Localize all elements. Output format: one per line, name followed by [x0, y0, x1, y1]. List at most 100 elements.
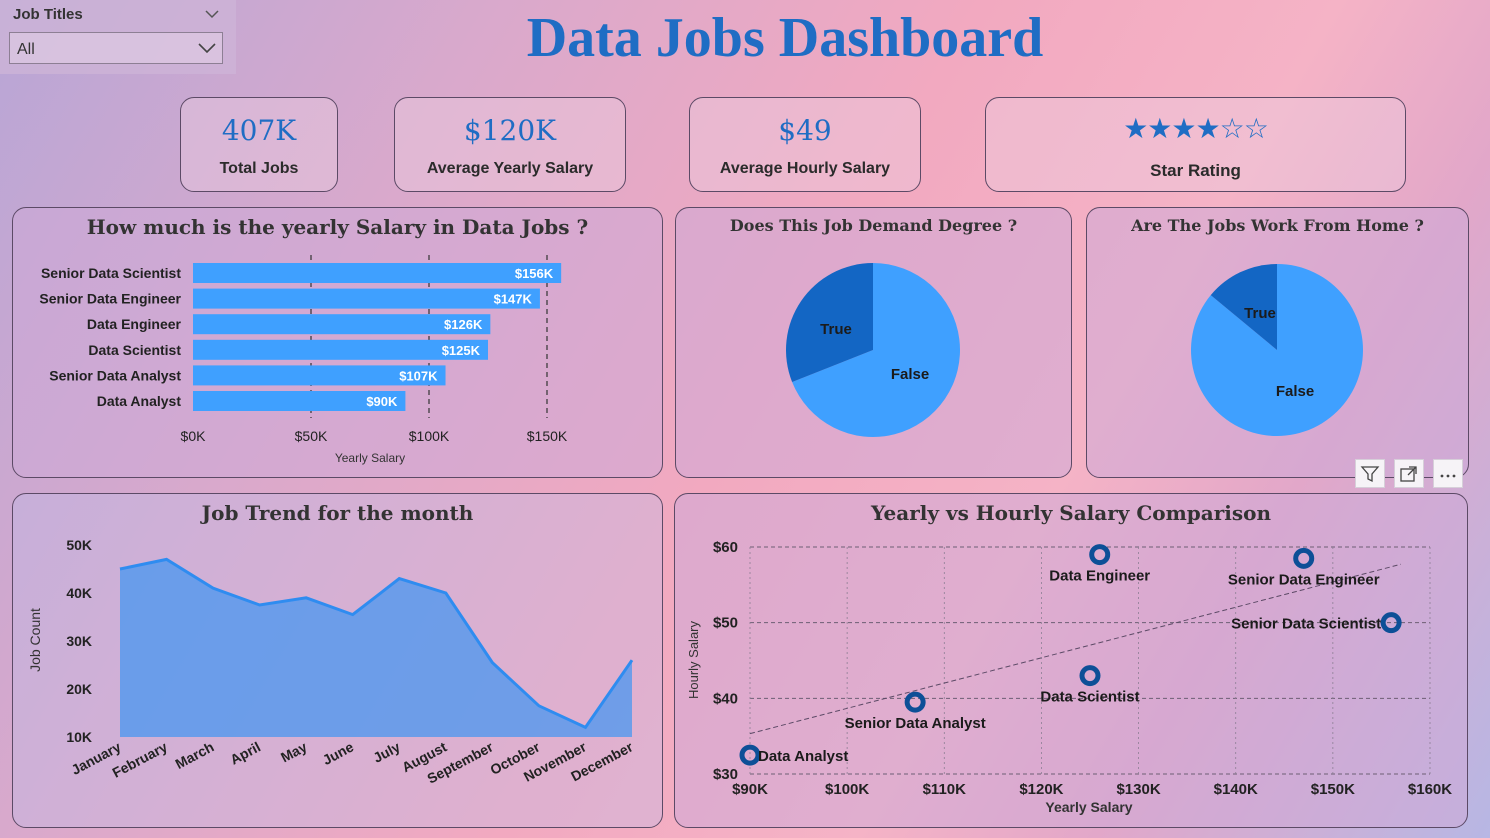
data-label: $90K [366, 394, 398, 409]
scatter-point [739, 744, 761, 766]
slice-label: False [891, 366, 929, 383]
point-label: Senior Data Scientist [1231, 616, 1381, 633]
chart-title: Job Trend for the month [201, 501, 474, 525]
month-label: July [370, 738, 402, 765]
category-label: Senior Data Engineer [39, 291, 181, 307]
chart-title: Are The Jobs Work From Home ? [1131, 216, 1424, 235]
scatter-point [904, 691, 926, 713]
filter-icon [1360, 465, 1380, 482]
category-label: Data Scientist [88, 342, 181, 358]
month-label: May [278, 738, 310, 765]
kpi-value: 407K [221, 114, 297, 147]
category-label: Data Analyst [97, 393, 182, 409]
category-label: Senior Data Scientist [41, 265, 181, 281]
data-label: $126K [444, 317, 483, 332]
area-fill [120, 559, 632, 737]
tick-label: $120K [1019, 781, 1063, 798]
tick-label: 40K [66, 585, 92, 601]
series-line [119, 557, 634, 730]
tick-label: $150K [527, 428, 568, 444]
point-label: Senior Data Analyst [845, 715, 986, 732]
kpi-label: Average Yearly Salary [426, 160, 594, 177]
bar [193, 391, 406, 411]
x-axis-label: Yearly Salary [335, 451, 405, 465]
star-rating-icon: ★★★★☆☆ [1123, 112, 1269, 145]
month-label: June [320, 738, 357, 768]
bar [193, 365, 446, 386]
salary-comparison-scatter-panel: Yearly vs Hourly Salary Comparison $30 $4… [674, 493, 1468, 828]
filter-button[interactable] [1355, 459, 1385, 488]
pie-chart: True False [786, 263, 960, 437]
kpi-value: $120K [463, 114, 557, 147]
tick-label: $140K [1214, 781, 1258, 798]
kpi-label: Average Hourly Salary [719, 160, 891, 177]
category-label: Data Engineer [87, 316, 182, 332]
chart-title: Yearly vs Hourly Salary Comparison [871, 501, 1271, 525]
data-label: $107K [399, 368, 438, 383]
tick-label: $90K [732, 781, 768, 798]
x-axis-label: Yearly Salary [1045, 799, 1132, 815]
pie-chart: True False [1191, 264, 1363, 436]
scatter-point [1380, 612, 1402, 634]
kpi-value: $49 [778, 114, 832, 147]
y-axis-label: Hourly Salary [686, 620, 701, 699]
tick-label: $30 [713, 766, 738, 783]
focus-mode-button[interactable] [1394, 459, 1424, 488]
kpi-average-yearly-salary: $120K Average Yearly Salary [394, 97, 626, 192]
kpi-label: Star Rating [1150, 161, 1241, 180]
bar [193, 339, 488, 360]
tick-label: 10K [66, 729, 92, 745]
tick-label: $160K [1408, 781, 1452, 798]
chart-title: How much is the yearly Salary in Data Jo… [86, 215, 589, 239]
slice-label: True [1244, 305, 1276, 322]
trendline [749, 563, 1401, 735]
kpi-total-jobs: 407K Total Jobs [180, 97, 338, 192]
category-label: Senior Data Analyst [49, 367, 181, 383]
chevron-down-icon[interactable] [205, 9, 219, 19]
kpi-label: Total Jobs [219, 160, 299, 177]
point-label: Senior Data Engineer [1228, 571, 1380, 588]
tick-label: $60 [713, 539, 738, 556]
pie-slice [1210, 264, 1277, 350]
yearly-salary-bar-chart-panel: How much is the yearly Salary in Data Jo… [12, 207, 663, 478]
slicer-dropdown[interactable]: All [9, 32, 223, 64]
pie-slice [786, 263, 873, 383]
slice-label: False [1276, 383, 1314, 400]
y-axis-label: Job Count [27, 608, 43, 672]
more-options-icon [1440, 474, 1456, 477]
slicer-label: Job Titles [13, 6, 83, 23]
slice-label: True [820, 321, 852, 338]
bar [193, 314, 491, 335]
point-label: Data Engineer [1049, 568, 1150, 585]
point-label: Data Analyst [758, 748, 848, 765]
tick-label: $100K [409, 428, 450, 444]
data-label: $147K [494, 292, 533, 307]
bar [193, 263, 562, 283]
kpi-average-hourly-salary: $49 Average Hourly Salary [689, 97, 921, 192]
tick-label: $150K [1311, 781, 1355, 798]
focus-mode-icon [1400, 465, 1417, 482]
data-label: $125K [442, 343, 481, 358]
point-label: Data Scientist [1040, 689, 1139, 706]
tick-label: 20K [66, 681, 92, 697]
scatter-point [1293, 547, 1315, 569]
tick-label: $0K [181, 428, 207, 444]
pie-slice [792, 263, 960, 437]
scatter-point [1079, 665, 1101, 687]
tick-label: 30K [66, 633, 92, 649]
kpi-star-rating: ★★★★☆☆ Star Rating [985, 97, 1406, 192]
tick-label: $100K [825, 781, 869, 798]
degree-demand-pie-panel: Does This Job Demand Degree ? True False [675, 207, 1072, 478]
more-options-button[interactable] [1433, 459, 1463, 488]
tick-label: $50K [295, 428, 328, 444]
tick-label: $130K [1116, 781, 1160, 798]
tick-label: $50 [713, 615, 738, 632]
bar-chart: $0K $50K $100K $150K Senior Data Scientist $1… [39, 255, 568, 465]
month-label: April [227, 739, 263, 768]
chevron-down-icon [198, 43, 216, 54]
job-trend-area-chart-panel: Job Trend for the month 10K 20K 30K 40K 50K J… [12, 493, 663, 828]
work-from-home-pie-panel: Are The Jobs Work From Home ? True False [1086, 207, 1469, 478]
slicer-selected-value: All [17, 41, 35, 58]
tick-label: $40 [713, 690, 738, 707]
